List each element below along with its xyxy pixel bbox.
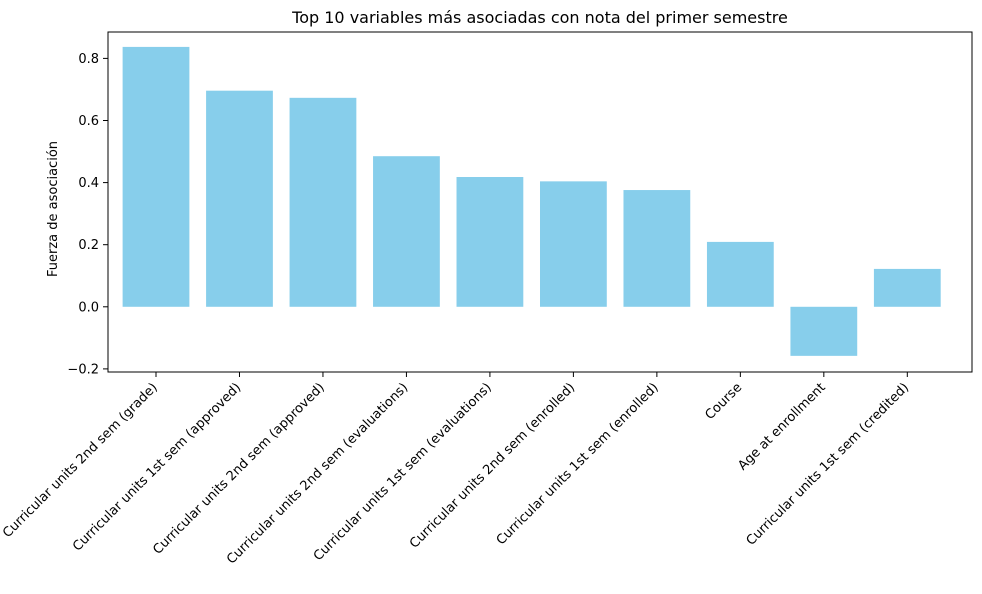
x-tick-label: Curricular units 2nd sem (approved): [150, 380, 327, 557]
x-tick-label: Curricular units 2nd sem (grade): [0, 380, 161, 541]
y-tick-label: −0.2: [67, 362, 99, 377]
x-tick-label: Course: [702, 380, 745, 423]
bar: [456, 177, 524, 307]
x-tick-label: Curricular units 1st sem (evaluations): [311, 380, 495, 564]
y-tick-label: 0.8: [78, 52, 99, 67]
bar: [623, 190, 691, 307]
y-tick-label: 0.2: [78, 238, 99, 253]
bars-layer: [122, 46, 941, 356]
chart-title: Top 10 variables más asociadas con nota …: [291, 8, 788, 27]
x-tick-label: Curricular units 2nd sem (evaluations): [224, 380, 411, 567]
y-tick-label: 0.4: [78, 176, 99, 191]
plot-frame: [107, 31, 973, 373]
bar: [289, 97, 357, 307]
bar: [873, 268, 941, 307]
bar: [206, 90, 273, 307]
y-axis: −0.2 0.0 0.2 0.4 0.6 0.8: [67, 52, 108, 377]
bar: [122, 46, 190, 307]
y-axis-label: Fuerza de asociación: [46, 141, 61, 277]
x-tick-label: Age at enrollment: [735, 380, 828, 473]
y-tick-label: 0.6: [78, 114, 99, 129]
bar: [373, 156, 440, 307]
x-axis: Curricular units 2nd sem (grade)Curricul…: [0, 372, 912, 567]
y-tick-label: 0.0: [78, 300, 99, 315]
x-tick-label: Curricular units 1st sem (approved): [70, 380, 244, 554]
x-tick-label: Curricular units 1st sem (credited): [744, 380, 913, 549]
bar: [540, 181, 607, 307]
x-tick-label: Curricular units 1st sem (enrolled): [494, 380, 662, 548]
bar: [706, 241, 774, 307]
bar: [790, 306, 858, 356]
x-tick-label: Curricular units 2nd sem (enrolled): [407, 380, 578, 551]
